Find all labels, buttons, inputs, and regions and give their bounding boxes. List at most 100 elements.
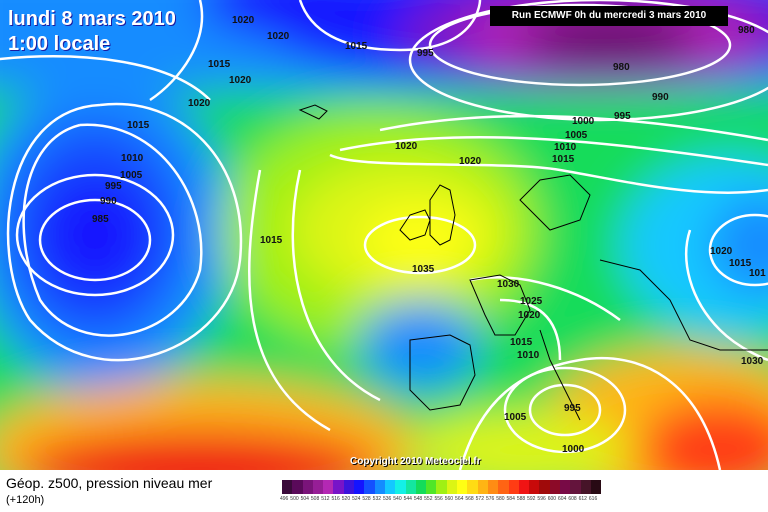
scale-swatch: 540 bbox=[393, 480, 406, 502]
scale-swatch: 588 bbox=[517, 480, 530, 502]
isobar-label: 1015 bbox=[208, 59, 231, 70]
scale-swatch: 608 bbox=[568, 480, 581, 502]
isobar-label: 1015 bbox=[729, 258, 752, 269]
isobar-label: 1035 bbox=[412, 264, 435, 275]
scale-swatch: 552 bbox=[424, 480, 437, 502]
scale-value: 616 bbox=[588, 496, 598, 502]
isobar-label: 1020 bbox=[518, 310, 541, 321]
scale-swatch: 584 bbox=[507, 480, 519, 502]
scale-swatch: 612 bbox=[579, 480, 591, 502]
scale-swatch: 576 bbox=[486, 480, 499, 502]
isobar-label: 990 bbox=[100, 196, 117, 207]
scale-swatch: 616 bbox=[589, 480, 602, 502]
scale-swatch: 512 bbox=[321, 480, 334, 502]
geopotential-field bbox=[0, 0, 768, 470]
scale-value: 544 bbox=[403, 496, 412, 502]
isobar-label: 1015 bbox=[510, 337, 533, 348]
isobar-labels: 1020 1020 1015 1015 1020 1020 1015 1010 … bbox=[92, 15, 766, 455]
scale-value: 612 bbox=[578, 496, 587, 502]
scale-value: 500 bbox=[290, 496, 299, 502]
scale-swatch: 564 bbox=[455, 480, 468, 502]
scale-value: 516 bbox=[331, 496, 340, 502]
scale-swatch: 596 bbox=[537, 480, 550, 502]
isobar-label: 1000 bbox=[572, 116, 595, 127]
scale-value: 592 bbox=[527, 496, 536, 502]
isobar-label: 101 bbox=[749, 268, 766, 279]
isobar-label: 1020 bbox=[395, 141, 418, 152]
scale-swatch: 532 bbox=[373, 480, 385, 502]
scale-value: 572 bbox=[475, 496, 484, 502]
scale-value: 588 bbox=[516, 496, 526, 502]
scale-swatch: 536 bbox=[383, 480, 396, 502]
scale-value: 564 bbox=[455, 496, 464, 502]
isobar-label: 1020 bbox=[710, 246, 733, 257]
scale-swatch: 560 bbox=[445, 480, 458, 502]
isobar-label: 1030 bbox=[497, 279, 520, 290]
scale-value: 536 bbox=[382, 496, 392, 502]
isobar-label: 1010 bbox=[517, 350, 540, 361]
isobar-label: 1005 bbox=[120, 170, 143, 181]
scale-value: 584 bbox=[506, 496, 515, 502]
scale-swatch: 592 bbox=[527, 480, 540, 502]
scale-swatch: 556 bbox=[434, 480, 447, 502]
isobar-label: 1005 bbox=[504, 412, 527, 423]
isobar-label: 1015 bbox=[345, 41, 368, 52]
model-run-label: Run ECMWF 0h du mercredi 3 mars 2010 bbox=[490, 6, 728, 26]
forecast-date: lundi 8 mars 2010 bbox=[8, 8, 176, 30]
scale-value: 608 bbox=[568, 496, 577, 502]
scale-swatch: 516 bbox=[331, 480, 344, 502]
scale-swatch: 568 bbox=[465, 480, 478, 502]
scale-swatch: 520 bbox=[342, 480, 355, 502]
scale-value: 576 bbox=[485, 496, 495, 502]
isobar-label: 980 bbox=[613, 62, 630, 73]
color-scale: 496 500 504 508 512 516 520 524 528 532 536 540 544 5… bbox=[280, 480, 602, 502]
forecast-map: 1020 1020 1015 1015 1020 1020 1015 1010 … bbox=[0, 0, 768, 470]
scale-value: 504 bbox=[300, 496, 309, 502]
scale-swatch: 508 bbox=[311, 480, 324, 502]
scale-value: 496 bbox=[280, 496, 289, 502]
scale-value: 560 bbox=[444, 496, 454, 502]
scale-swatch: 572 bbox=[476, 480, 488, 502]
isobar-label: 1010 bbox=[554, 142, 577, 153]
scale-swatch: 544 bbox=[404, 480, 416, 502]
coastlines bbox=[298, 104, 768, 421]
scale-value: 548 bbox=[413, 496, 423, 502]
scale-value: 600 bbox=[547, 496, 557, 502]
isobar-label: 1005 bbox=[565, 130, 588, 141]
scale-swatch: 600 bbox=[548, 480, 561, 502]
isobar-label: 985 bbox=[92, 214, 109, 225]
isobar-label: 995 bbox=[417, 48, 434, 59]
scale-value: 520 bbox=[341, 496, 351, 502]
scale-swatch: 504 bbox=[301, 480, 313, 502]
scale-value: 512 bbox=[321, 496, 330, 502]
scale-swatch: 524 bbox=[352, 480, 365, 502]
scale-swatch: 548 bbox=[414, 480, 427, 502]
scale-value: 540 bbox=[393, 496, 402, 502]
legend-bar: Géop. z500, pression niveau mer (+120h) … bbox=[0, 470, 768, 512]
isobar-label: 995 bbox=[564, 403, 581, 414]
isobar-label: 1025 bbox=[520, 296, 543, 307]
isobar-label: 1015 bbox=[552, 154, 575, 165]
isobar-label: 1010 bbox=[121, 153, 144, 164]
legend-title: Géop. z500, pression niveau mer bbox=[6, 475, 213, 491]
legend-subtitle: (+120h) bbox=[6, 494, 45, 506]
scale-swatch: 604 bbox=[558, 480, 571, 502]
forecast-local-time: 1:00 locale bbox=[8, 33, 111, 55]
isobar-label: 980 bbox=[738, 25, 755, 36]
isobar-label: 995 bbox=[614, 111, 631, 122]
isobar-label: 1015 bbox=[260, 235, 283, 246]
scale-swatch: 496 bbox=[280, 480, 293, 502]
isobar-label: 990 bbox=[652, 92, 669, 103]
isobar-label: 1020 bbox=[229, 75, 252, 86]
scale-value: 596 bbox=[537, 496, 546, 502]
scale-swatch: 580 bbox=[496, 480, 509, 502]
scale-value: 524 bbox=[352, 496, 361, 502]
scale-value: 556 bbox=[434, 496, 443, 502]
scale-value: 552 bbox=[424, 496, 433, 502]
scale-value: 528 bbox=[362, 496, 371, 502]
isobar-label: 1020 bbox=[188, 98, 211, 109]
map-area: 1020 1020 1015 1015 1020 1020 1015 1010 … bbox=[0, 0, 768, 470]
isobar-lines bbox=[0, 0, 768, 470]
isobar-label: 1020 bbox=[267, 31, 290, 42]
